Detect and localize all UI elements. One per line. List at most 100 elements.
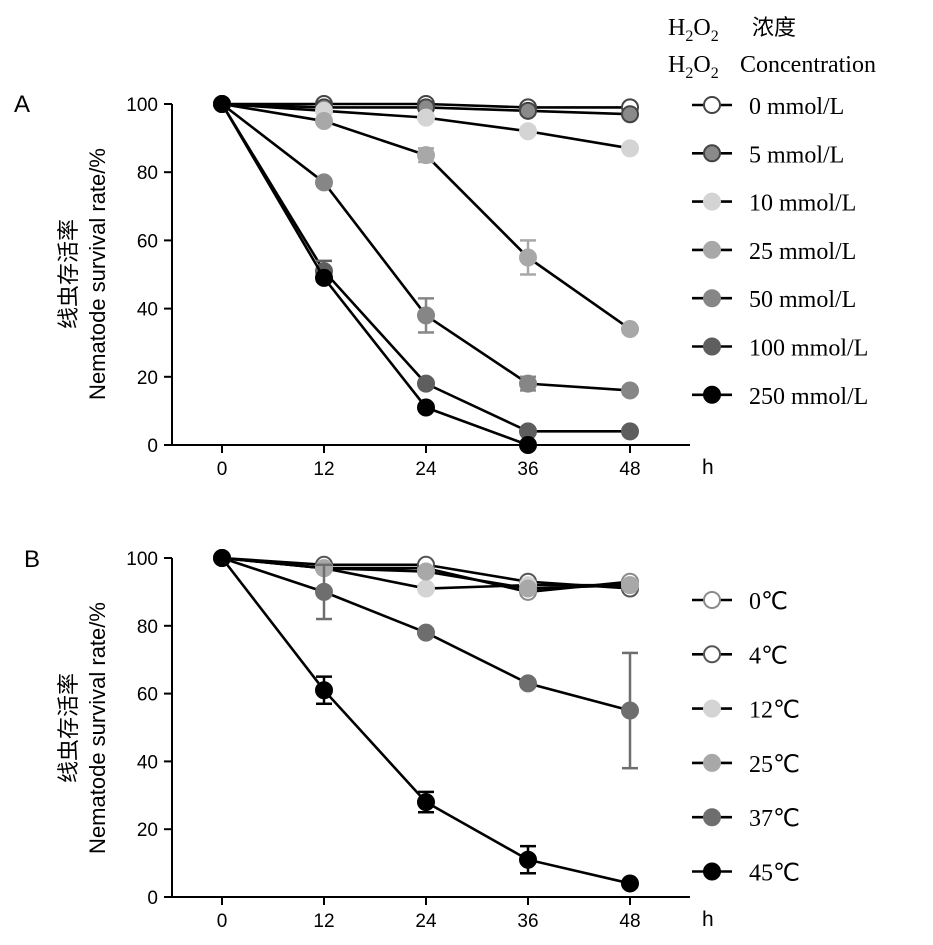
- panel-a-y-title-en: Nematode survival rate/%: [85, 148, 110, 400]
- panel-a-y-tick-label: 80: [137, 163, 158, 184]
- panel-a-data-point: [417, 306, 435, 325]
- panel-b-data-point: [621, 576, 639, 595]
- legend-title-cn: 浓度: [752, 16, 796, 41]
- panel-a-y-tick-label: 60: [137, 231, 158, 252]
- panel-b-x-tick-label: 36: [517, 911, 538, 932]
- panel-a-data-point: [519, 248, 537, 267]
- panel-a-data-point: [621, 422, 639, 441]
- panel-a-legend-entry: 10 mmol/L: [692, 191, 856, 217]
- panel-a-legend-entry: 250 mmol/L: [692, 384, 868, 410]
- panel-a-data-point: [315, 268, 333, 287]
- panel-a-legend-marker: [703, 96, 721, 114]
- panel-b-axes: [164, 557, 690, 905]
- panel-b-legend-entry: 25℃: [692, 752, 800, 778]
- panel-a-legend-marker: [703, 192, 721, 211]
- panel-a-y-tick-label: 100: [126, 95, 158, 116]
- legend-title-en: Concentration: [740, 52, 876, 78]
- panel-b-legend-entry: 12℃: [692, 698, 800, 724]
- panel-b: B 线虫存活率 Nematode survival rate/% 0 20 40 60…: [24, 546, 800, 932]
- panel-b-legend-label: 4℃: [749, 643, 788, 669]
- panel-b-y-title-cn: 线虫存活率: [57, 673, 82, 783]
- panel-a-series-6: [213, 95, 537, 454]
- panel-a-legend-label: 10 mmol/L: [749, 191, 856, 217]
- panel-a-x-tick-label: 0: [217, 459, 228, 480]
- panel-a-data-point: [417, 108, 435, 127]
- panel-b-x-unit: h: [702, 908, 714, 931]
- panel-b-y-tick-label: 100: [126, 549, 158, 570]
- panel-b-data-point: [417, 623, 435, 642]
- panel-b-data-point: [621, 701, 639, 720]
- panel-b-data-point: [621, 874, 639, 893]
- panel-a-x-tick-label: 48: [619, 459, 640, 480]
- panel-b-tick-labels: 0 20 40 60 80 100 0 12 24 36 48: [126, 549, 640, 932]
- panel-b-legend-marker: [703, 591, 721, 609]
- panel-b-data-point: [417, 579, 435, 598]
- panel-b-series-line: [220, 557, 631, 885]
- panel-b-legend-marker: [703, 645, 721, 664]
- panel-a-legend-label: 0 mmol/L: [749, 94, 844, 120]
- panel-b-series-5: [213, 549, 639, 893]
- panel-b-legend-marker: [703, 753, 721, 772]
- panel-b-data-point: [519, 674, 537, 693]
- panel-a-legend-entry: 0 mmol/L: [692, 94, 844, 120]
- panel-b-legend-entry: 4℃: [692, 643, 788, 669]
- panel-a-data-point: [417, 398, 435, 417]
- panel-a-y-tick-label: 40: [137, 300, 158, 321]
- panel-a-y-title-cn: 线虫存活率: [57, 219, 82, 329]
- panel-b-legend-label: 45℃: [749, 861, 800, 887]
- panel-b-x-tick-label: 12: [313, 911, 334, 932]
- panel-b-series: [213, 549, 639, 893]
- panel-b-legend-entry: 37℃: [692, 806, 800, 832]
- panel-b-legend-marker: [703, 808, 721, 827]
- panel-a-legend-marker: [703, 337, 721, 356]
- panel-a-data-point: [417, 374, 435, 393]
- panel-a-legend-label: 5 mmol/L: [749, 142, 844, 168]
- panel-b-legend-label: 12℃: [749, 698, 800, 724]
- panel-a-data-point: [621, 105, 639, 124]
- panel-a-y-tick-label: 0: [147, 436, 158, 457]
- panel-a-legend-marker: [703, 240, 721, 259]
- panel-a-label: A: [14, 91, 30, 118]
- panel-a-series: [213, 95, 639, 454]
- panel-a-y-title: 线虫存活率 Nematode survival rate/%: [57, 148, 110, 400]
- panel-a-legend-title: H2O2 浓度 H2O2 Concentration: [668, 15, 876, 82]
- panel-b-y-tick-label: 40: [137, 752, 158, 773]
- panel-a-legend-label: 100 mmol/L: [749, 336, 868, 362]
- panel-a-legend-label: 50 mmol/L: [749, 287, 856, 313]
- panel-b-y-tick-label: 20: [137, 820, 158, 841]
- panel-a-series-line: [220, 103, 529, 447]
- panel-a-tick-labels: 0 20 40 60 80 100 0 12 24 36 48: [126, 95, 640, 480]
- panel-a-x-tick-label: 12: [313, 459, 334, 480]
- panel-b-legend-label: 0℃: [749, 589, 788, 615]
- panel-a-data-point: [417, 146, 435, 165]
- panel-a-legend-entry: 100 mmol/L: [692, 336, 868, 362]
- panel-a-legend-entry: 25 mmol/L: [692, 239, 856, 265]
- panel-a-data-point: [519, 122, 537, 141]
- panel-a-legend: 0 mmol/L 5 mmol/L 10 mmol/L 25 mmol/L 50 mmo…: [692, 94, 868, 410]
- panel-b-legend-marker: [703, 862, 721, 881]
- panel-a-data-point: [315, 173, 333, 192]
- panel-a-data-point: [519, 436, 537, 454]
- legend-title-formula-2: H2O2: [668, 52, 719, 82]
- panel-b-y-tick-label: 60: [137, 685, 158, 706]
- panel-b-legend-label: 37℃: [749, 806, 800, 832]
- panel-a-x-tick-label: 24: [415, 459, 437, 480]
- panel-a-data-point: [213, 95, 231, 113]
- panel-b-x-tick-label: 0: [217, 911, 228, 932]
- panel-a-x-tick-label: 36: [517, 459, 538, 480]
- panel-a-data-point: [519, 101, 537, 120]
- panel-b-legend: 0℃ 4℃ 12℃ 25℃ 37℃ 45℃: [692, 589, 800, 887]
- panel-b-data-point: [315, 681, 333, 700]
- panel-a-legend-entry: 50 mmol/L: [692, 287, 856, 313]
- panel-a-data-point: [621, 139, 639, 158]
- panel-b-data-point: [315, 582, 333, 601]
- panel-b-legend-entry: 0℃: [692, 589, 788, 615]
- panel-b-data-point: [213, 549, 231, 567]
- panel-a: A 线虫存活率 Nematode survival rate/% 0 20 40 60…: [14, 15, 876, 480]
- panel-a-series-5: [213, 95, 639, 441]
- panel-a-x-unit: h: [702, 456, 714, 479]
- panel-a-legend-entry: 5 mmol/L: [692, 142, 844, 168]
- panel-b-legend-entry: 45℃: [692, 861, 800, 887]
- panel-a-legend-label: 25 mmol/L: [749, 239, 856, 265]
- panel-b-y-title-en: Nematode survival rate/%: [85, 602, 110, 854]
